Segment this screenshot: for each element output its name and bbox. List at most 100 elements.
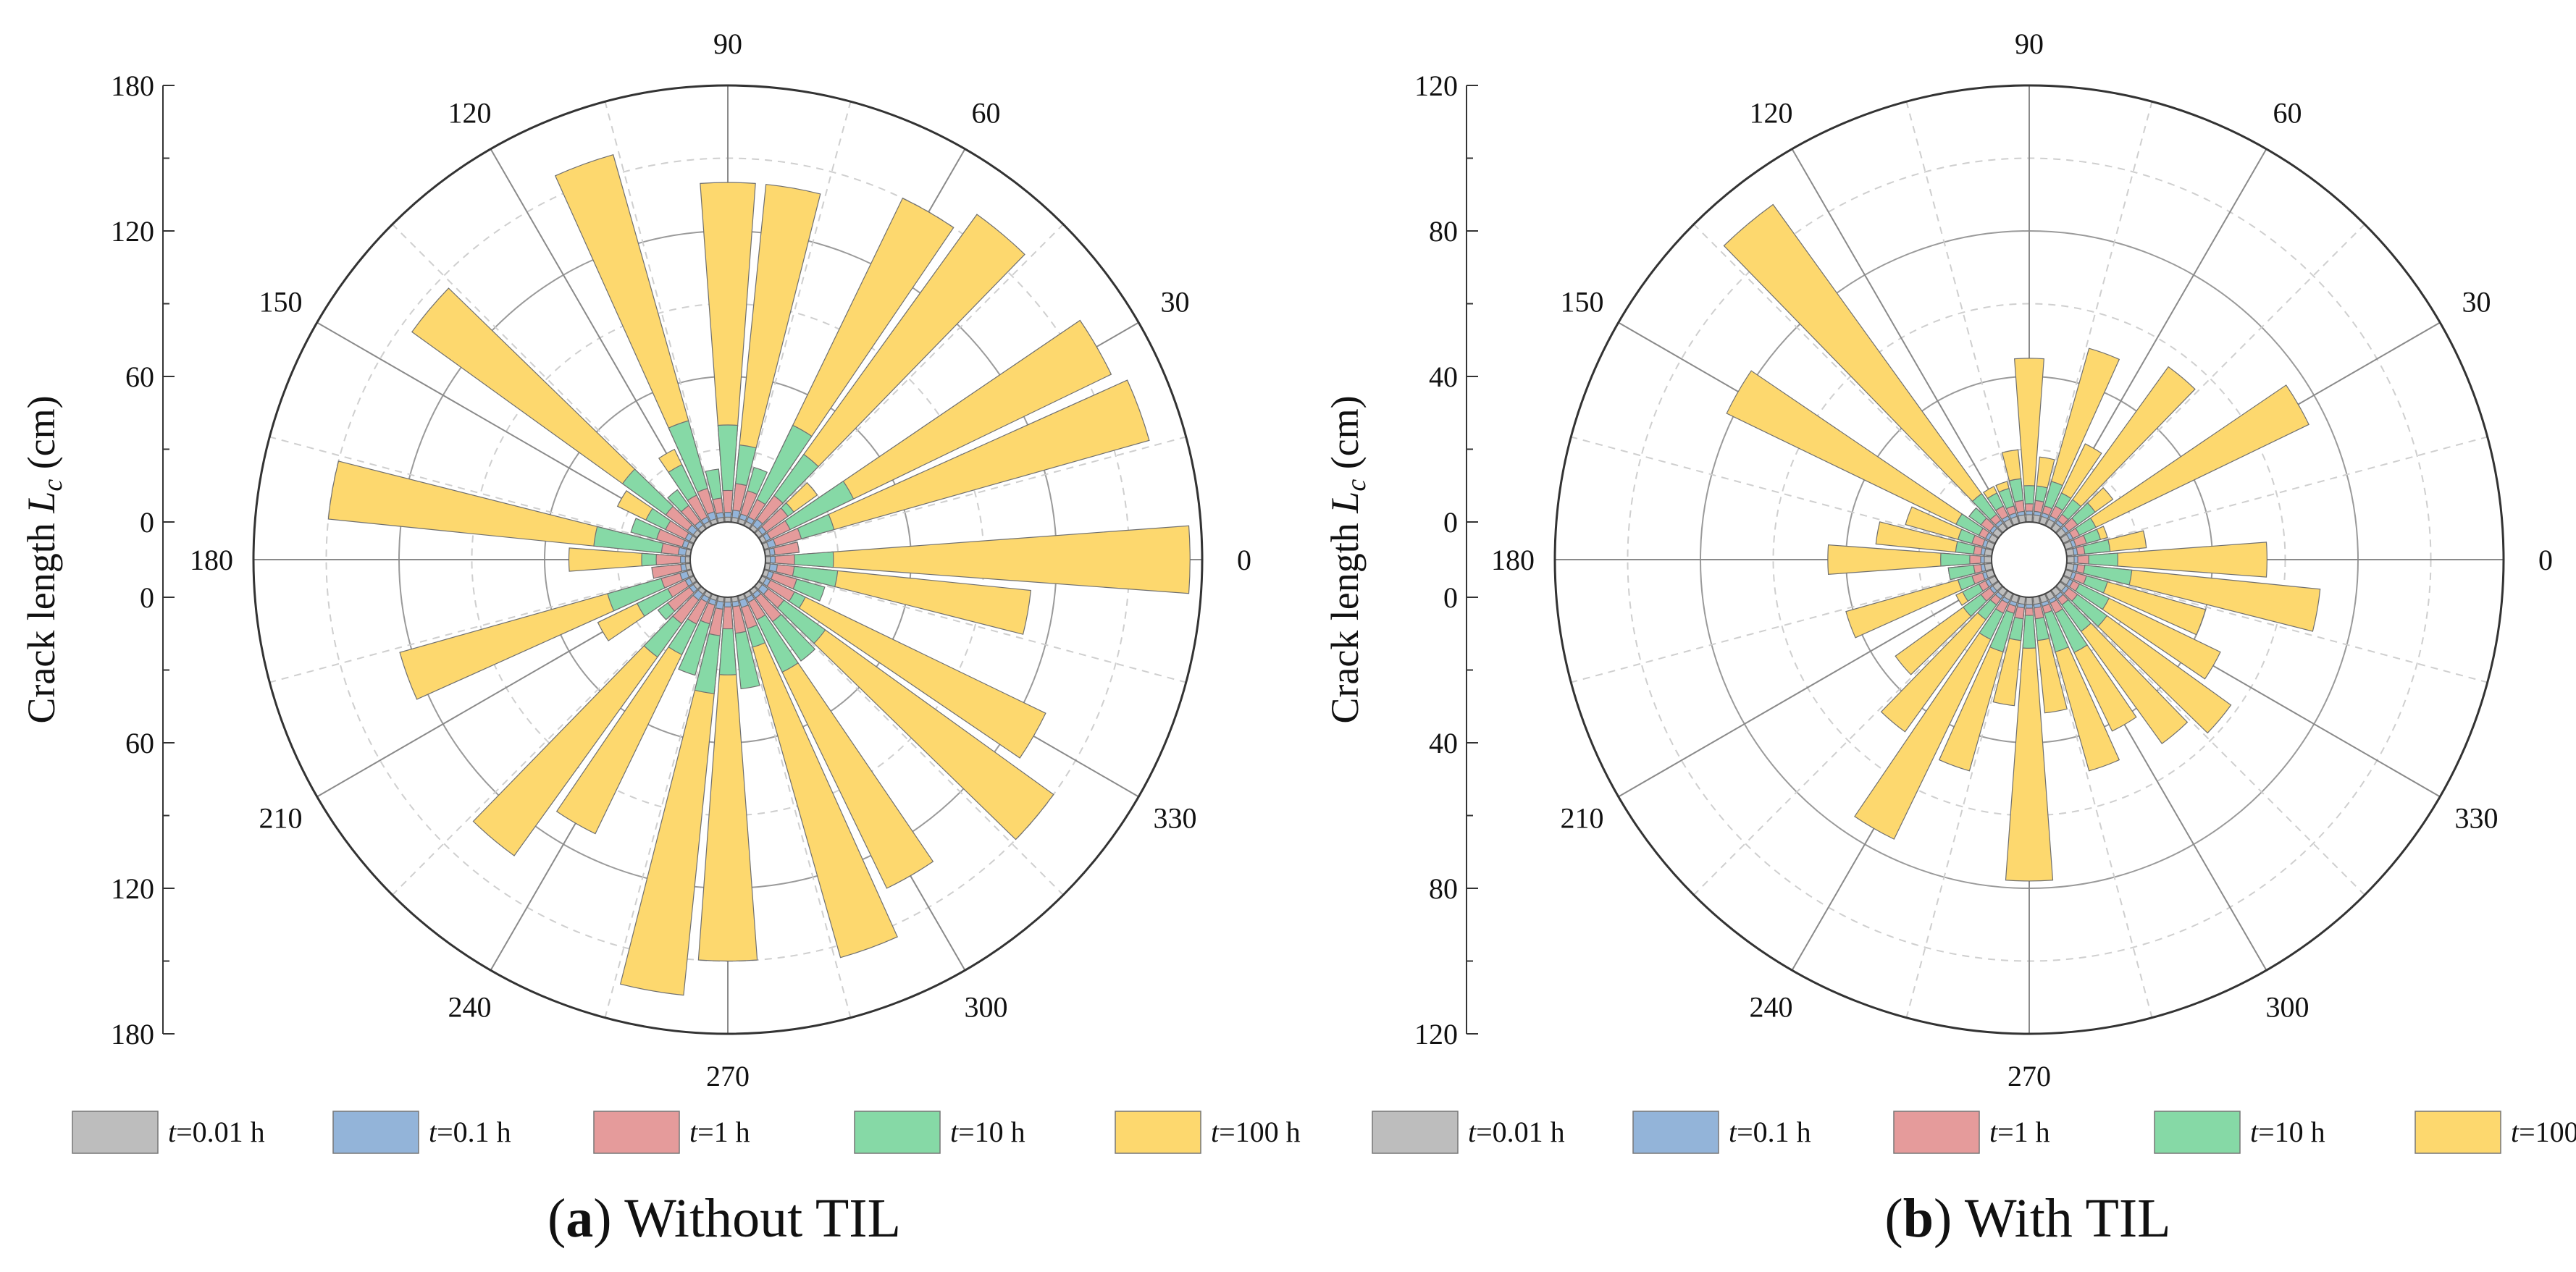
panel-a-legend-var-2: t: [689, 1116, 698, 1148]
panel-b-bar-s0-9: [2025, 514, 2034, 523]
panel-a-legend-value-4: =100 h: [1219, 1116, 1301, 1148]
panel-a-angle-label-330: 330: [1153, 802, 1196, 835]
panel-b-outer-circle: [1553, 84, 2505, 1035]
panel-a-r-tick-label-up-1: 60: [125, 361, 154, 393]
panel-a-legend-var-1: t: [429, 1116, 437, 1148]
panel-b-radial-line-120: [1791, 148, 2011, 528]
panel-b-polar-chart: 0 30 60 90 120 150 180 210 240 270 300 330 0 0 40 40 80 8…: [1323, 28, 2553, 1092]
panel-a-r-tick-label-down-1: 60: [125, 727, 154, 759]
panel-a-legend-value-0: =0.01 h: [176, 1116, 265, 1148]
panel-b-bar-s4-13: [1723, 203, 2008, 534]
panel-a-caption-text: Without TIL: [624, 1188, 902, 1249]
panel-a-legend-label-2: t=1 h: [689, 1116, 750, 1148]
panel-b-r-tick-label-up-0: 0: [1443, 506, 1458, 539]
panel-b-y-axis-unit: (cm): [1323, 395, 1367, 479]
panel-a-caption: (a) Without TIL: [547, 1188, 902, 1249]
panel-a-angle-label-30: 30: [1160, 286, 1189, 319]
panel-b-legend-var-0: t: [1468, 1116, 1477, 1148]
panel-a-legend-value-3: =10 h: [958, 1116, 1025, 1148]
panel-a-polar-chart: 0 30 60 90 120 150 180 210 240 270 300 330 0 0 60 60 120…: [20, 28, 1251, 1092]
panel-a-angle-label-90: 90: [713, 28, 742, 60]
panel-a-legend-var-4: t: [1211, 1116, 1220, 1148]
panel-a-y-axis-symbol: L: [20, 492, 63, 514]
panel-b-r-tick-label-up-2: 80: [1429, 215, 1458, 248]
panel-b-angle-label-210: 210: [1561, 802, 1604, 835]
panel-a-y-axis-title: Crack length Lc (cm): [20, 395, 68, 723]
panel-a-legend-var-0: t: [168, 1116, 177, 1148]
panel-b-caption-text: With TIL: [1964, 1188, 2171, 1249]
panel-a-y-axis-unit: (cm): [20, 395, 63, 479]
panel-b-y-axis-title: Crack length Lc (cm): [1323, 395, 1372, 723]
panel-b-legend-label-2: t=1 h: [1989, 1116, 2050, 1148]
panel-b-angle-label-30: 30: [2462, 286, 2491, 319]
panel-b-y-axis-subscript: c: [1341, 479, 1372, 492]
panel-b-angle-label-120: 120: [1750, 97, 1793, 130]
panel-b-r-tick-label-down-2: 80: [1429, 872, 1458, 905]
panel-b-legend-swatch-0: [1372, 1111, 1459, 1154]
panel-a-legend: t=0.01 h t=0.1 h t=1 h t=10 h t=100 h: [72, 1111, 1301, 1154]
panel-a-angle-label-270: 270: [706, 1060, 750, 1092]
panel-a-r-tick-label-down-3: 180: [111, 1018, 154, 1050]
panel-b-legend-value-1: =0.1 h: [1737, 1116, 1811, 1148]
panel-b-legend-value-3: =10 h: [2258, 1116, 2325, 1148]
panel-a-angle-label-210: 210: [259, 802, 303, 835]
panel-a-legend-swatch-4: [1115, 1111, 1201, 1154]
panel-b-legend-swatch-1: [1632, 1111, 1719, 1154]
panel-a-legend-swatch-2: [593, 1111, 680, 1154]
panel-b-legend-swatch-3: [2154, 1111, 2241, 1154]
panel-a-y-axis-subscript: c: [38, 479, 68, 492]
panel-a-legend-var-3: t: [950, 1116, 959, 1148]
panel-b-angle-label-90: 90: [2015, 28, 2044, 60]
panel-b-legend-label-3: t=10 h: [2250, 1116, 2325, 1148]
panel-b-angle-label-180: 180: [1491, 544, 1535, 576]
panel-a-legend-label-4: t=100 h: [1211, 1116, 1301, 1148]
panel-b-legend-label-0: t=0.01 h: [1468, 1116, 1565, 1148]
panel-b-legend-var-4: t: [2511, 1116, 2520, 1148]
panel-b-legend-var-1: t: [1729, 1116, 1737, 1148]
panel-b-y-axis-symbol: L: [1323, 492, 1367, 514]
panel-a-angle-label-180: 180: [190, 544, 233, 576]
panel-b-angle-label-150: 150: [1561, 286, 1604, 319]
panel-a-legend-swatch-3: [854, 1111, 941, 1154]
panel-a-legend-label-3: t=10 h: [950, 1116, 1025, 1148]
panel-b-r-tick-label-up-3: 120: [1414, 70, 1458, 102]
panel-b-legend-value-2: =1 h: [1997, 1116, 2050, 1148]
panel-b-angle-label-270: 270: [2007, 1060, 2051, 1092]
panel-a-angle-label-0: 0: [1237, 544, 1251, 576]
panel-a-angle-label-300: 300: [965, 990, 1008, 1023]
panel-a-legend-swatch-0: [72, 1111, 159, 1154]
panel-b-radial-line-210: [1618, 578, 1997, 798]
panel-a-r-tick-label-down-0: 0: [140, 581, 154, 614]
panel-a-inner-circle: [689, 521, 766, 598]
panel-a-y-axis-title-text: Crack length: [20, 513, 63, 724]
panel-b-bar-s4-15: [1726, 370, 1999, 544]
panel-b-bar-s0-0: [2066, 555, 2075, 564]
panel-b-r-tick-label-down-0: 0: [1443, 581, 1458, 614]
panel-b-r-tick-label-up-1: 40: [1429, 361, 1458, 393]
panel-b-legend: t=0.01 ht=0.1 ht=1 ht=10 ht=100 h: [1372, 1111, 2576, 1154]
panel-b-legend-value-4: =100 h: [2519, 1116, 2576, 1148]
panel-b-legend-var-2: t: [1989, 1116, 1998, 1148]
panel-b-angle-label-0: 0: [2538, 544, 2553, 576]
panel-a-angle-label-240: 240: [448, 990, 492, 1023]
panel-a-legend-value-1: =0.1 h: [437, 1116, 511, 1148]
panel-b-bar-s0-27: [2025, 597, 2034, 605]
panel-b-r-tick-label-down-1: 40: [1429, 727, 1458, 759]
panel-a-r-tick-label-up-2: 120: [111, 215, 154, 248]
panel-a-angle-label-120: 120: [448, 97, 492, 130]
panel-b-caption: (b) With TIL: [1884, 1188, 2171, 1249]
panel-b-angle-label-330: 330: [2454, 802, 2498, 835]
panel-b-legend-label-4: t=100 h: [2511, 1116, 2576, 1148]
panel-b-y-axis-title-text: Crack length: [1323, 513, 1367, 724]
panel-a-angle-label-60: 60: [972, 97, 1001, 130]
panel-a-legend-label-1: t=0.1 h: [429, 1116, 511, 1148]
panel-a-legend-swatch-1: [332, 1111, 419, 1154]
panel-a-angle-label-150: 150: [259, 286, 303, 319]
panel-b-legend-value-0: =0.01 h: [1476, 1116, 1565, 1148]
panel-b-label: b: [1902, 1188, 1934, 1249]
panel-b-legend-swatch-4: [2415, 1111, 2501, 1154]
panel-b-legend-swatch-2: [1893, 1111, 1980, 1154]
panel-b-angle-label-300: 300: [2266, 990, 2309, 1023]
panel-b-inner-circle: [1991, 521, 2068, 598]
